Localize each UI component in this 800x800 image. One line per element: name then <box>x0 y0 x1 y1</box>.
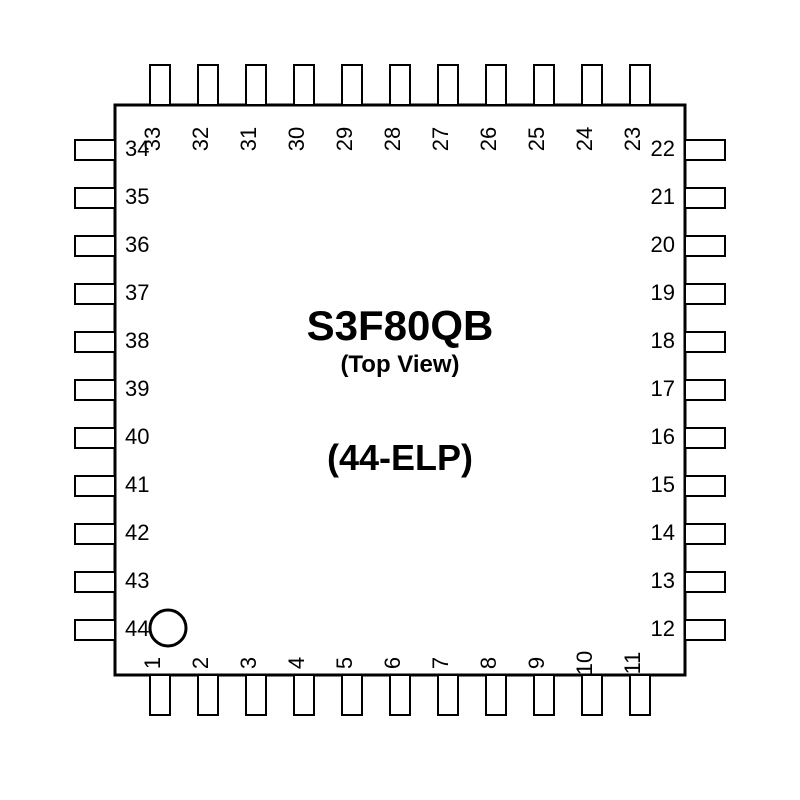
pin-number-5: 5 <box>332 657 357 669</box>
pin-38 <box>75 332 115 352</box>
pin-34 <box>75 140 115 160</box>
pin-17 <box>685 380 725 400</box>
pin-number-18: 18 <box>651 328 675 353</box>
pin-number-35: 35 <box>125 184 149 209</box>
pin-23 <box>630 65 650 105</box>
pin-14 <box>685 524 725 544</box>
pin-number-26: 26 <box>476 127 501 151</box>
pin-42 <box>75 524 115 544</box>
pin-15 <box>685 476 725 496</box>
pin-number-37: 37 <box>125 280 149 305</box>
pin-22 <box>685 140 725 160</box>
pin-9 <box>534 675 554 715</box>
pin-36 <box>75 236 115 256</box>
pin-11 <box>630 675 650 715</box>
pin-5 <box>342 675 362 715</box>
pin-number-33: 33 <box>140 127 165 151</box>
chip-pinout-diagram: 3435363738394041424344222120191817161514… <box>0 0 800 800</box>
pin-number-2: 2 <box>188 657 213 669</box>
pin-20 <box>685 236 725 256</box>
pin-number-40: 40 <box>125 424 149 449</box>
pin-19 <box>685 284 725 304</box>
chip-body <box>115 105 685 675</box>
pin-number-39: 39 <box>125 376 149 401</box>
pin-number-14: 14 <box>651 520 675 545</box>
pin-27 <box>438 65 458 105</box>
pin-number-1: 1 <box>140 657 165 669</box>
pin-number-41: 41 <box>125 472 149 497</box>
pin-6 <box>390 675 410 715</box>
pin-number-3: 3 <box>236 657 261 669</box>
pin-25 <box>534 65 554 105</box>
pin-32 <box>198 65 218 105</box>
pin-number-28: 28 <box>380 127 405 151</box>
pin-number-43: 43 <box>125 568 149 593</box>
pin-number-15: 15 <box>651 472 675 497</box>
pin-21 <box>685 188 725 208</box>
part-number-label: S3F80QB <box>307 302 494 349</box>
pin-number-21: 21 <box>651 184 675 209</box>
pin-number-17: 17 <box>651 376 675 401</box>
pin-35 <box>75 188 115 208</box>
pin-28 <box>390 65 410 105</box>
pin-number-30: 30 <box>284 127 309 151</box>
pin-number-29: 29 <box>332 127 357 151</box>
pin-37 <box>75 284 115 304</box>
view-label: (Top View) <box>340 351 459 378</box>
pin-18 <box>685 332 725 352</box>
pin-10 <box>582 675 602 715</box>
pin-3 <box>246 675 266 715</box>
pin-number-44: 44 <box>125 616 149 641</box>
pin-30 <box>294 65 314 105</box>
pin-number-10: 10 <box>572 651 597 675</box>
pin-number-8: 8 <box>476 657 501 669</box>
pin-13 <box>685 572 725 592</box>
pin-33 <box>150 65 170 105</box>
pin-number-42: 42 <box>125 520 149 545</box>
pin-number-27: 27 <box>428 127 453 151</box>
pin-8 <box>486 675 506 715</box>
pin-7 <box>438 675 458 715</box>
pin-number-11: 11 <box>620 652 645 675</box>
pin-1 <box>150 675 170 715</box>
pin-number-16: 16 <box>651 424 675 449</box>
pin-number-36: 36 <box>125 232 149 257</box>
pin-number-23: 23 <box>620 127 645 151</box>
pin-41 <box>75 476 115 496</box>
pin-number-7: 7 <box>428 657 453 669</box>
pin-number-12: 12 <box>651 616 675 641</box>
pin-2 <box>198 675 218 715</box>
pin-16 <box>685 428 725 448</box>
pin-number-9: 9 <box>524 657 549 669</box>
pin-12 <box>685 620 725 640</box>
pin-26 <box>486 65 506 105</box>
pin-number-6: 6 <box>380 657 405 669</box>
pin-number-24: 24 <box>572 127 597 151</box>
pin-number-4: 4 <box>284 657 309 669</box>
package-label: (44-ELP) <box>327 437 473 478</box>
pin-29 <box>342 65 362 105</box>
pin-number-20: 20 <box>651 232 675 257</box>
pin-40 <box>75 428 115 448</box>
pin-number-19: 19 <box>651 280 675 305</box>
pin-31 <box>246 65 266 105</box>
pin-39 <box>75 380 115 400</box>
pin-number-38: 38 <box>125 328 149 353</box>
pin-number-32: 32 <box>188 127 213 151</box>
pin-number-22: 22 <box>651 136 675 161</box>
pin-4 <box>294 675 314 715</box>
pin-44 <box>75 620 115 640</box>
pin-43 <box>75 572 115 592</box>
pin-number-25: 25 <box>524 127 549 151</box>
pin-number-31: 31 <box>236 127 261 151</box>
pin-number-13: 13 <box>651 568 675 593</box>
pin-24 <box>582 65 602 105</box>
